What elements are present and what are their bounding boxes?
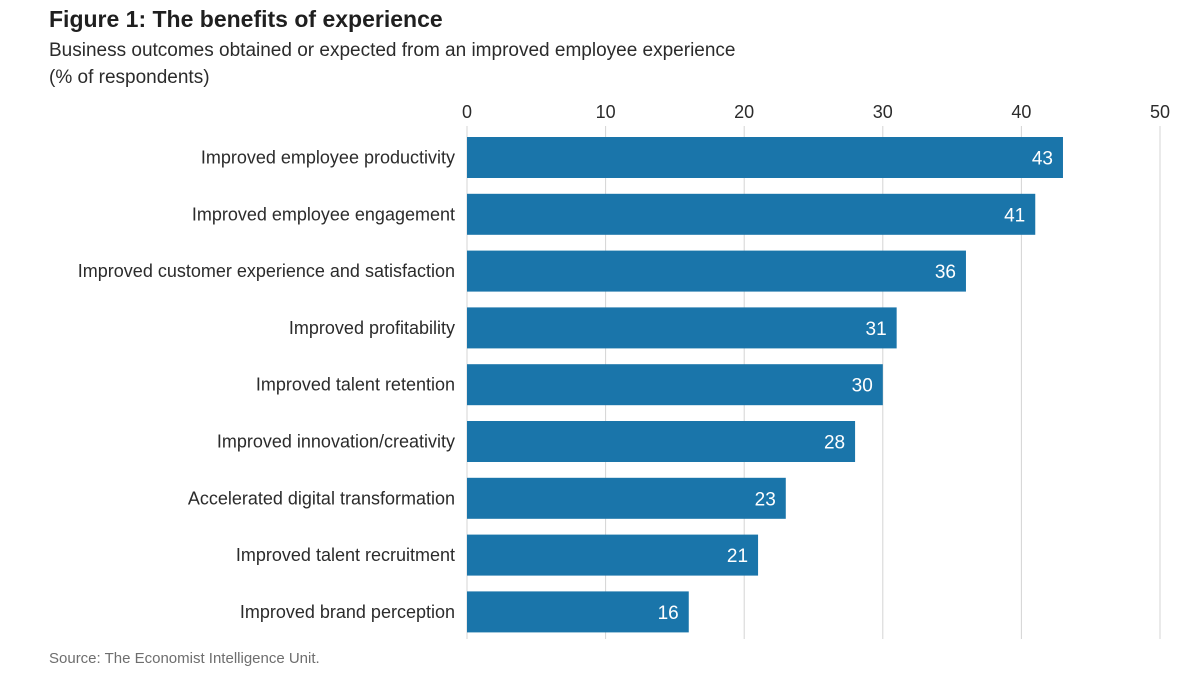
value-label-5: 30 xyxy=(852,376,873,397)
category-label-1: Improved employee productivity xyxy=(201,148,455,168)
bar-3 xyxy=(467,250,966,292)
category-label-3: Improved customer experience and satisfa… xyxy=(78,261,455,281)
bar-5 xyxy=(467,364,883,406)
value-label-4: 31 xyxy=(866,319,887,340)
x-tick-label-20: 20 xyxy=(734,102,754,122)
category-label-5: Improved talent retention xyxy=(256,375,455,395)
category-label-8: Improved talent recruitment xyxy=(236,545,455,565)
x-tick-label-10: 10 xyxy=(596,102,616,122)
value-label-3: 36 xyxy=(935,262,956,283)
x-tick-label-30: 30 xyxy=(873,102,893,122)
bar-4 xyxy=(467,307,897,349)
value-label-2: 41 xyxy=(1004,205,1025,226)
bar-1 xyxy=(467,137,1063,178)
bar-8 xyxy=(467,534,759,576)
x-tick-label-40: 40 xyxy=(1011,102,1031,122)
chart-subtitle: Business outcomes obtained or expected f… xyxy=(49,37,736,91)
category-label-7: Accelerated digital transformation xyxy=(188,488,455,508)
x-tick-label-0: 0 xyxy=(462,102,472,122)
bar-7 xyxy=(467,477,786,519)
category-label-2: Improved employee engagement xyxy=(192,204,455,224)
category-label-6: Improved innovation/creativity xyxy=(217,432,455,452)
x-tick-label-50: 50 xyxy=(1150,102,1170,122)
chart-title: Figure 1: The benefits of experience xyxy=(49,6,443,32)
category-label-4: Improved profitability xyxy=(289,318,455,338)
chart-subtitle-line-2: (% of respondents) xyxy=(49,67,210,88)
bar-6 xyxy=(467,421,856,462)
source-note: Source: The Economist Intelligence Unit. xyxy=(49,650,320,667)
value-label-7: 23 xyxy=(755,489,776,510)
chart-subtitle-line-1: Business outcomes obtained or expected f… xyxy=(49,40,736,61)
value-label-1: 43 xyxy=(1032,149,1053,170)
category-label-9: Improved brand perception xyxy=(240,602,455,622)
value-label-9: 16 xyxy=(658,603,679,624)
value-label-8: 21 xyxy=(727,546,748,567)
value-label-6: 28 xyxy=(824,433,845,454)
bar-2 xyxy=(467,193,1036,235)
bar-9 xyxy=(467,591,689,633)
